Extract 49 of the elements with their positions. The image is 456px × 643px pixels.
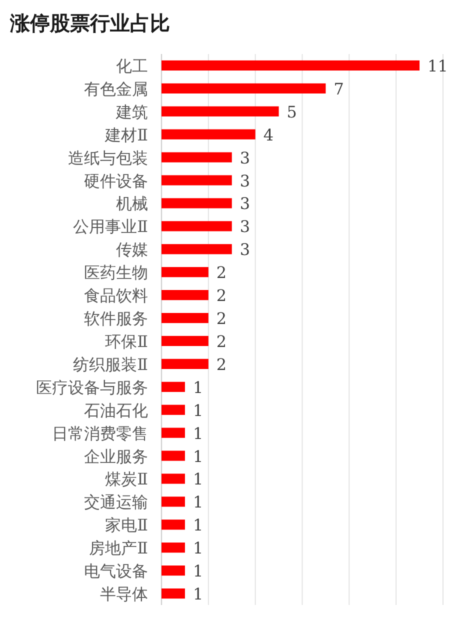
- y-tick-label: 环保Ⅱ: [105, 332, 148, 351]
- y-tick-label: 硬件设备: [84, 171, 148, 190]
- y-tick-label: 煤炭Ⅱ: [105, 470, 148, 489]
- y-tick-label: 医药生物: [84, 263, 148, 282]
- y-tick-label: 纺织服装Ⅱ: [73, 354, 148, 374]
- y-tick-label: 房地产Ⅱ: [89, 538, 148, 558]
- data-label: 1: [192, 584, 204, 604]
- y-tick-label: 软件服务: [84, 309, 148, 328]
- data-label: 2: [216, 286, 227, 306]
- data-label: 1: [192, 538, 204, 558]
- y-tick-label: 企业服务: [84, 446, 148, 466]
- data-label: 1: [192, 400, 204, 420]
- data-label: 3: [240, 217, 250, 236]
- y-tick-label: 化工: [116, 56, 148, 76]
- data-label: 1: [192, 424, 204, 443]
- y-tick-label: 电气设备: [84, 562, 148, 581]
- data-label: 1: [192, 492, 204, 512]
- y-tick-label: 有色金属: [84, 79, 148, 98]
- y-tick-label: 交通运输: [84, 492, 148, 512]
- y-tick-label: 日常消费零售: [52, 424, 148, 443]
- data-label: 1: [192, 446, 204, 466]
- y-tick-label: 食品饮料: [84, 286, 148, 306]
- y-tick-label: 传媒: [116, 240, 148, 260]
- y-tick-label: 半导体: [100, 584, 148, 604]
- y-tick-label: 建筑: [115, 102, 148, 122]
- data-label: 3: [240, 171, 250, 190]
- data-label: 2: [216, 332, 227, 351]
- data-label: 2: [216, 354, 227, 374]
- y-tick-label: 造纸与包装: [68, 148, 148, 168]
- y-tick-label: 机械: [116, 194, 148, 214]
- data-label: 3: [240, 194, 250, 214]
- data-label: 3: [240, 240, 250, 260]
- y-tick-label: 医疗设备与服务: [36, 378, 148, 397]
- data-label: 1: [192, 378, 204, 397]
- title: 涨停股票行业占比: [10, 11, 170, 35]
- y-tick-label: 公用事业Ⅱ: [73, 217, 148, 236]
- data-label: 3: [240, 148, 250, 168]
- y-tick-label: 石油石化: [84, 400, 148, 420]
- data-label: 1: [192, 516, 204, 535]
- data-label: 2: [216, 309, 227, 328]
- data-label: 1: [192, 470, 204, 489]
- data-label: 5: [286, 102, 297, 122]
- data-label: 4: [263, 125, 274, 144]
- data-label: 11: [428, 56, 448, 76]
- data-label: 7: [334, 79, 344, 98]
- data-label: 2: [216, 263, 227, 282]
- y-tick-label: 家电Ⅱ: [105, 516, 148, 535]
- y-tick-label: 建材Ⅱ: [104, 125, 148, 144]
- data-label: 1: [192, 562, 204, 581]
